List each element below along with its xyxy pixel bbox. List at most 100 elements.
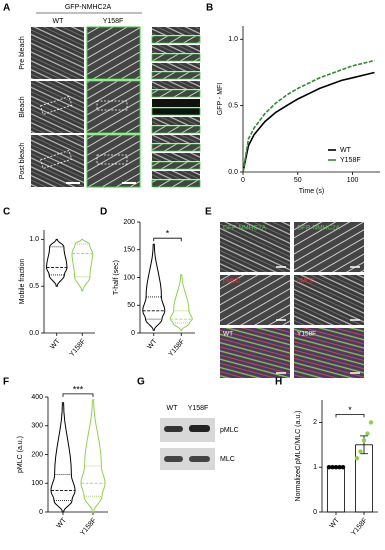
kymo-strip bbox=[152, 63, 200, 71]
micrograph bbox=[86, 134, 141, 188]
micrograph bbox=[294, 222, 364, 272]
y-tick-label: 0.5 bbox=[228, 102, 238, 109]
channel-label: GFP-NMHC2A bbox=[297, 225, 341, 232]
x-tick-label: Y158F bbox=[168, 338, 187, 358]
kymo-strip bbox=[151, 53, 201, 62]
series-line bbox=[242, 59, 375, 173]
kymo-strip bbox=[151, 71, 201, 80]
data-point bbox=[337, 465, 342, 470]
violin bbox=[71, 238, 94, 292]
y-tick-label: 0.5 bbox=[29, 283, 39, 290]
band bbox=[189, 456, 210, 462]
bleach-roi bbox=[96, 100, 128, 111]
y-tick-label: 200 bbox=[31, 451, 43, 458]
y-axis-label: Normalized pMLC/MLC (a.u.) bbox=[295, 410, 302, 501]
y-tick-label: 1.0 bbox=[228, 36, 238, 43]
series-line bbox=[242, 71, 375, 173]
data-point bbox=[333, 465, 339, 470]
micrograph bbox=[31, 135, 84, 187]
row-label: Post bleach bbox=[19, 143, 26, 180]
data-point bbox=[354, 456, 360, 461]
band bbox=[164, 426, 183, 432]
significance-label: *** bbox=[73, 384, 84, 394]
kymo-strip bbox=[151, 107, 201, 116]
violin bbox=[50, 402, 76, 513]
y-tick-label: 50 bbox=[127, 302, 135, 309]
kymo-strip bbox=[152, 27, 200, 35]
significance-bracket bbox=[153, 237, 182, 242]
micrograph bbox=[294, 328, 364, 378]
y-tick-label: 300 bbox=[31, 423, 43, 430]
kymo-strip bbox=[151, 125, 201, 134]
kymo-strip bbox=[152, 81, 200, 89]
x-tick-label: 50 bbox=[294, 177, 302, 184]
data-point bbox=[330, 465, 335, 470]
kymo-strip bbox=[152, 153, 200, 161]
kymo-strip bbox=[151, 89, 201, 98]
significance-label: * bbox=[166, 229, 170, 239]
micrograph bbox=[220, 275, 290, 325]
row-label: Bleach bbox=[19, 96, 26, 118]
band-label: pMLC bbox=[220, 427, 239, 434]
band bbox=[164, 456, 183, 462]
y-tick-label: 0 bbox=[313, 509, 317, 516]
panel-label: A bbox=[3, 3, 10, 14]
y-tick-label: 0.0 bbox=[29, 330, 39, 337]
violin bbox=[80, 399, 106, 513]
column-label: WT bbox=[53, 18, 65, 25]
data-point bbox=[365, 431, 370, 436]
kymo-strip bbox=[152, 45, 200, 53]
x-tick-label: 0 bbox=[241, 177, 245, 184]
band-label: MLC bbox=[220, 456, 235, 463]
kymo-strip bbox=[152, 117, 200, 125]
kymo-strip bbox=[151, 179, 201, 188]
violin bbox=[169, 274, 193, 331]
micrograph bbox=[86, 26, 141, 80]
y-tick-label: 1 bbox=[313, 464, 317, 471]
kymo-strip bbox=[151, 161, 201, 170]
condition-label: Y158F bbox=[297, 331, 316, 338]
legend-label: Y158F bbox=[340, 157, 361, 164]
x-tick-label: WT bbox=[329, 516, 342, 529]
panel-a-title: GFP-NMHC2A bbox=[65, 4, 112, 11]
x-tick-label: Y158F bbox=[350, 517, 369, 537]
kymo-strip bbox=[151, 143, 201, 152]
y-axis-label: GFP - MFI bbox=[217, 83, 224, 116]
y-tick-label: 2 bbox=[313, 419, 317, 426]
x-tick-label: WT bbox=[49, 337, 62, 350]
y-tick-label: 1.0 bbox=[29, 236, 39, 243]
kymo-strip bbox=[152, 135, 200, 143]
x-axis-label: Time (s) bbox=[299, 188, 324, 195]
violin bbox=[142, 243, 166, 331]
micrograph bbox=[31, 81, 84, 133]
row-label: Pre bleach bbox=[19, 36, 26, 70]
bleach-roi bbox=[39, 150, 73, 169]
significance-label: * bbox=[348, 405, 352, 415]
data-point bbox=[326, 465, 332, 470]
column-label: Y158F bbox=[103, 18, 124, 25]
panel-g: WT Y158F pMLC MLC bbox=[160, 405, 239, 470]
x-tick-label: WT bbox=[56, 516, 69, 529]
significance-bracket bbox=[335, 414, 365, 418]
blot bbox=[160, 448, 215, 470]
y-axis-label: pMLC (a.u.) bbox=[17, 436, 24, 473]
micrograph bbox=[220, 222, 290, 272]
significance-bracket bbox=[62, 393, 94, 397]
data-point bbox=[368, 420, 374, 425]
x-tick-label: Y158F bbox=[79, 517, 98, 537]
kymo-strip bbox=[151, 35, 201, 44]
y-tick-label: 0.0 bbox=[228, 169, 238, 176]
micrograph bbox=[86, 80, 141, 134]
x-tick-label: 100 bbox=[347, 177, 359, 184]
legend-label: WT bbox=[340, 147, 352, 154]
panel-a: GFP-NMHC2A WT Y158F Pre bleach Bleach Post… bbox=[19, 4, 201, 188]
y-tick-label: 150 bbox=[123, 247, 135, 254]
channel-label: GFP-NMHC2A bbox=[223, 225, 267, 232]
panel-label: E bbox=[205, 207, 212, 218]
panel-label: D bbox=[100, 207, 107, 218]
kymo-strip bbox=[152, 99, 200, 107]
data-point bbox=[361, 438, 367, 443]
y-axis-label: Mobile fraction bbox=[19, 259, 26, 305]
x-tick-label: WT bbox=[146, 337, 159, 350]
